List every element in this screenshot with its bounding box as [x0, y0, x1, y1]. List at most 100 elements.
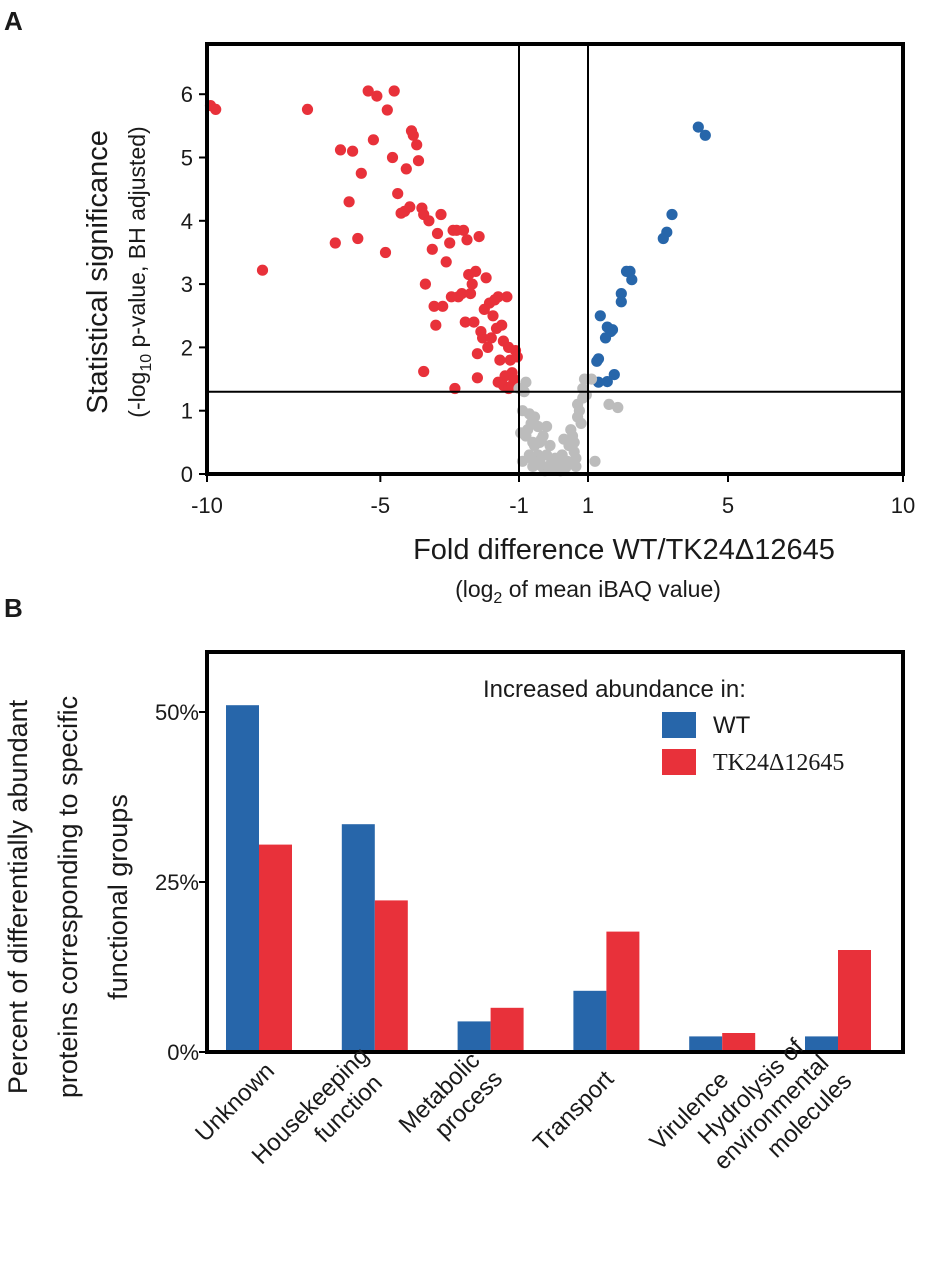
data-point: [256, 264, 269, 276]
data-point: [471, 348, 483, 360]
data-point: [388, 85, 400, 97]
panel-b-y-axis-title: Percent of differentially abundant prote…: [3, 696, 133, 1098]
panel-b-y-label-line-3: functional groups: [103, 794, 133, 1000]
data-point: [603, 398, 615, 410]
panel-a-volcano-plot: -10 -5 -1 1 5 10 0 1 2 3 4 5 6: [181, 42, 915, 518]
data-point: [520, 376, 532, 388]
data-point: [445, 291, 457, 303]
data-point: [411, 139, 423, 151]
legend-label-wt: WT: [713, 712, 751, 739]
data-point: [544, 439, 556, 452]
bar-wt: [689, 1036, 723, 1052]
data-point: [477, 332, 489, 344]
data-point: [444, 237, 456, 249]
data-point: [352, 232, 364, 245]
series-wt-enriched: [591, 121, 711, 388]
data-point: [515, 427, 527, 439]
data-point: [440, 256, 452, 268]
data-point: [492, 291, 504, 303]
panel-a-letter: A: [4, 6, 23, 36]
data-point: [379, 246, 392, 259]
data-point: [620, 265, 633, 277]
data-point: [334, 144, 347, 156]
bar-wt: [341, 824, 375, 1052]
panel-a-x-label-sub: (log2 of mean iBAQ value): [455, 576, 721, 607]
data-point: [471, 372, 483, 384]
data-point: [496, 319, 508, 331]
y-tick-label: 1: [181, 399, 193, 424]
panel-a-plot-frame: [205, 42, 905, 476]
data-point: [699, 129, 711, 141]
data-point: [528, 411, 541, 423]
panel-b-y-label-line-1: Percent of differentially abundant: [3, 699, 33, 1094]
data-point: [601, 376, 613, 388]
panel-a-y-label-main: Statistical significance: [82, 130, 114, 414]
panel-b-y-ticks: 0% 25% 50%: [155, 700, 207, 1065]
data-point: [371, 90, 383, 102]
panel-b-letter: B: [4, 593, 23, 623]
data-point: [430, 319, 442, 331]
panel-a-y-ticks: 0 1 2 3 4 5 6: [181, 82, 207, 487]
data-point: [601, 321, 613, 333]
data-point: [527, 460, 539, 472]
y-tick-label: 0: [181, 462, 193, 487]
data-point: [435, 208, 447, 221]
data-point: [400, 163, 412, 175]
y-tick-label: 4: [181, 209, 193, 234]
data-point: [431, 227, 444, 240]
x-tick-label: 5: [722, 493, 734, 518]
data-point: [362, 85, 374, 97]
data-point: [589, 455, 601, 467]
category-label: Housekeepingfunction: [247, 1042, 395, 1190]
data-point: [482, 341, 494, 353]
data-point: [657, 232, 669, 245]
series-not-significant: [513, 373, 624, 477]
category-label: Metabolicprocess: [394, 1045, 508, 1159]
data-point: [558, 433, 570, 445]
y-tick-label: 6: [181, 82, 193, 107]
x-tick-label: -1: [509, 493, 529, 518]
data-point: [494, 354, 506, 366]
data-point: [470, 265, 482, 277]
data-point: [532, 420, 544, 433]
data-point: [459, 316, 471, 328]
panel-b-plot-frame: [205, 650, 905, 1054]
panel-a-y-axis-title: Statistical significance (-log10 p-value…: [82, 126, 155, 417]
data-point: [301, 103, 314, 115]
data-point: [386, 151, 399, 164]
data-point: [485, 332, 497, 344]
data-point: [487, 310, 499, 322]
data-point: [381, 104, 393, 116]
data-point: [473, 231, 485, 243]
data-point: [329, 237, 341, 249]
panel-a-x-label-main: Fold difference WT/TK24Δ12645: [413, 534, 835, 566]
bar-wt: [805, 1036, 838, 1052]
bar-mutant: [838, 950, 871, 1052]
data-point: [599, 332, 612, 344]
bar-mutant: [606, 931, 640, 1052]
panel-a-y-label-sub: (-log10 p-value, BH adjusted): [124, 126, 155, 417]
data-point: [392, 188, 404, 200]
data-point: [367, 134, 379, 146]
category-label: Transport: [528, 1065, 619, 1156]
series-tk24-12645-enriched: [204, 85, 523, 395]
data-point: [355, 167, 367, 179]
y-tick-label: 2: [181, 335, 193, 360]
panel-b-y-label-line-2: proteins corresponding to specific: [53, 696, 83, 1098]
data-point: [468, 316, 480, 328]
data-point: [347, 145, 359, 157]
data-point: [570, 460, 582, 472]
bar-mutant: [259, 844, 292, 1052]
data-point: [534, 436, 546, 448]
panel-b-legend: Increased abundance in: WT TK24Δ12645: [483, 676, 844, 776]
data-point: [466, 278, 478, 290]
data-point: [456, 288, 468, 300]
data-point: [343, 196, 355, 208]
data-point: [575, 417, 587, 429]
bar-mutant: [722, 1033, 756, 1052]
legend-swatch-mutant: [662, 749, 696, 775]
data-point: [612, 401, 624, 414]
data-point: [615, 288, 627, 300]
data-point: [577, 392, 589, 404]
